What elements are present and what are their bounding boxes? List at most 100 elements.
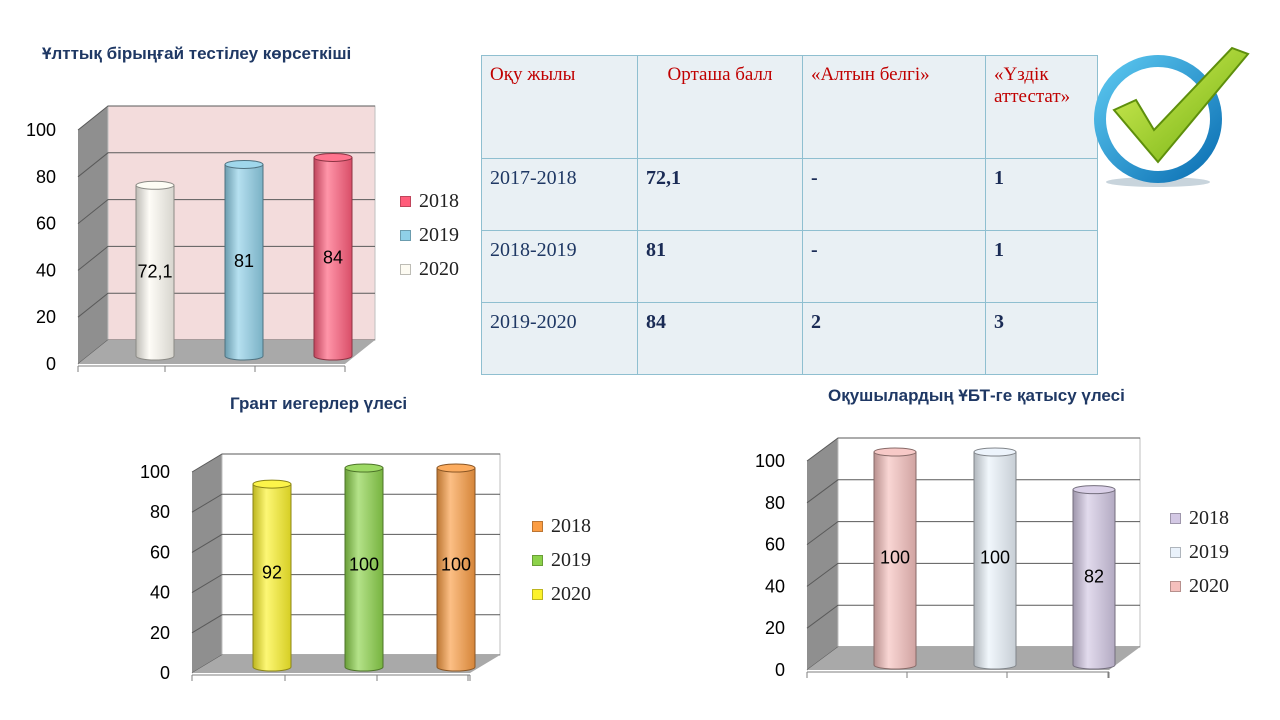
legend-item: 2020 [1170,569,1229,603]
y-tick-label: 60 [765,535,785,555]
y-tick-label: 40 [36,260,56,280]
legend-swatch [532,520,543,532]
gridline [77,105,375,131]
table-cell: 2 [802,302,986,375]
data-label: 100 [349,555,379,575]
y-tick-label: 60 [36,214,56,234]
legend-label: 2018 [1189,506,1229,529]
table-cell: 2018-2019 [481,230,638,303]
gridline [806,479,1140,504]
legend-swatch [1170,546,1181,558]
table-row: 2019-2020 84 2 3 [481,302,1098,375]
legend-item: 2018 [400,184,459,218]
table-cell: 3 [985,302,1098,375]
y-tick-label: 40 [150,583,170,603]
table-row: 2018-2019 81 - 1 [481,230,1098,303]
gridline [77,292,375,318]
legend-label: 2020 [1189,574,1229,597]
bar [313,156,353,361]
bar [973,451,1017,670]
legend-participation-share: 2018 2019 2020 [1170,501,1229,603]
y-tick-label: 100 [140,462,170,482]
chart-title-grant-share: Грант иегерлер үлесі [230,394,408,413]
legend-swatch [400,263,411,275]
legend-grant-share: 2018 2019 2020 [532,509,591,611]
legend-swatch [1170,580,1181,592]
data-label: 72,1 [137,262,172,282]
legend-label: 2018 [551,514,591,537]
table-cell: 81 [637,230,803,303]
gridline [806,521,1140,546]
data-label: 100 [441,555,471,575]
gridline [806,604,1140,629]
header-honors-certificate: «Үздік аттестат» [985,55,1098,159]
chart-ubt-score: 0 20 40 60 80 100 72,1 81 84 [26,105,376,374]
gridline [191,574,500,594]
gridline [77,245,375,271]
data-label: 82 [1084,566,1104,586]
bar-top [873,447,917,457]
table-cell: - [802,230,986,303]
table-cell: 2019-2020 [481,302,638,375]
data-label: 100 [880,548,910,568]
legend-swatch [532,554,543,566]
chart-title-ubt-score: Ұлттық бірыңғай тестілеу көрсеткіші [42,44,352,63]
gridline [191,493,500,513]
legend-label: 2018 [419,189,459,212]
gridline [191,533,500,553]
bar [224,163,264,361]
legend-swatch [1170,512,1181,524]
y-tick-label: 80 [765,493,785,513]
y-tick-label: 60 [150,542,170,562]
bar [873,451,917,670]
y-tick-label: 20 [150,623,170,643]
table-row: 2017-2018 72,1 - 1 [481,158,1098,231]
legend-item: 2019 [532,543,591,577]
gridline [806,562,1140,587]
y-tick-label: 80 [150,502,170,522]
legend-label: 2019 [551,548,591,571]
bar [344,467,384,672]
gridline [77,199,375,224]
data-label: 92 [262,563,282,583]
gridline [191,453,500,473]
data-label: 100 [980,548,1010,568]
legend-label: 2019 [419,223,459,246]
y-tick-label: 20 [765,618,785,638]
bar-top [973,447,1017,457]
bar-top [1072,485,1116,495]
data-label: 84 [323,248,343,268]
table-cell: 84 [637,302,803,375]
bar [252,483,292,672]
y-tick-label: 0 [775,660,785,680]
bar [135,184,175,361]
gridline [77,152,375,178]
legend-label: 2019 [1189,540,1229,563]
bar-top [313,152,353,162]
bar-top [436,463,476,473]
legend-label: 2020 [551,582,591,605]
y-tick-label: 80 [36,167,56,187]
legend-item: 2020 [400,252,459,286]
results-table: Оқу жылы Орташа балл «Алтын белгі» «Үзді… [481,55,1098,375]
legend-swatch [400,229,411,241]
y-tick-label: 20 [36,307,56,327]
y-tick-label: 0 [46,354,56,374]
legend-ubt-score: 2018 2019 2020 [400,184,459,286]
legend-item: 2020 [532,577,591,611]
legend-item: 2019 [400,218,459,252]
y-tick-label: 100 [26,120,56,140]
side-wall [807,438,838,670]
legend-swatch [400,195,411,207]
table-cell: - [802,158,986,231]
legend-swatch [532,588,543,600]
legend-item: 2018 [1170,501,1229,535]
table-cell: 1 [985,230,1098,303]
bar [436,467,476,672]
gridline [191,614,500,634]
legend-label: 2020 [419,257,459,280]
table-header-row: Оқу жылы Орташа балл «Алтын белгі» «Үзді… [481,55,1098,159]
legend-item: 2018 [532,509,591,543]
chart-title-participation-share: Оқушылардың ҰБТ-ге қатысу үлесі [828,386,1125,405]
